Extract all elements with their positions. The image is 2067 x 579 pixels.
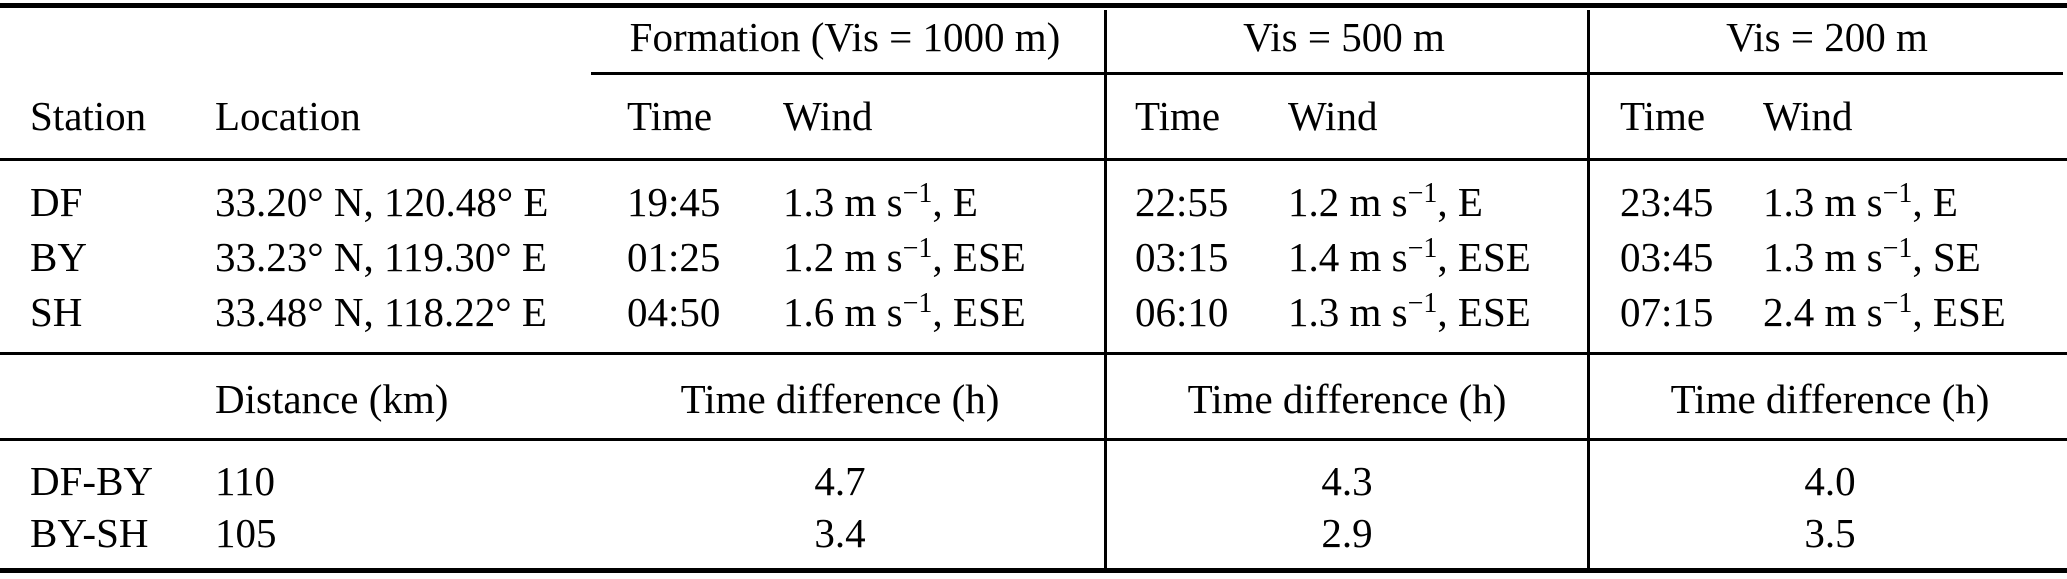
header-wind: Wind [1763,93,1853,139]
col-divider [1587,355,1590,568]
cell-distance: 105 [215,510,277,556]
cell-wind: 1.2 m s−1, ESE [783,233,1026,280]
cell-station: DF [30,179,83,225]
cell-time: 04:50 [627,289,721,335]
cell-location: 33.23° N, 119.30° E [215,234,547,280]
header-time: Time [1135,93,1221,139]
cell-time-difference: 3.4 [814,510,866,556]
group-header-vis200: Vis = 200 m [1726,14,1928,60]
rule-section-divider [0,352,2067,355]
cell-wind: 1.3 m s−1, ESE [1288,288,1531,335]
cell-time-difference: 3.5 [1804,510,1856,556]
col-divider [1104,355,1107,568]
header-time-difference: Time difference (h) [1670,376,1990,422]
cell-wind: 1.3 m s−1, SE [1763,233,1981,280]
cell-time-difference: 4.3 [1321,458,1373,504]
cell-time-difference: 4.7 [814,458,866,504]
header-time: Time [1620,93,1706,139]
rule-section2-header-bottom [0,438,2067,441]
cell-station: BY [30,234,87,280]
cell-wind: 1.2 m s−1, E [1288,178,1483,225]
header-location: Location [215,93,361,139]
cell-time-difference: 2.9 [1321,510,1373,556]
group-header-formation: Formation (Vis = 1000 m) [629,14,1061,60]
cell-time: 03:15 [1135,234,1229,280]
cell-time-difference: 4.0 [1804,458,1856,504]
header-time-difference: Time difference (h) [680,376,1000,422]
cell-station: SH [30,289,83,335]
cell-wind: 1.6 m s−1, ESE [783,288,1026,335]
header-time-difference: Time difference (h) [1187,376,1507,422]
rule-top [0,3,2067,8]
cell-distance: 110 [215,458,275,504]
cell-time: 06:10 [1135,289,1229,335]
header-station: Station [30,93,147,139]
cell-time: 07:15 [1620,289,1714,335]
header-wind: Wind [783,93,873,139]
cell-wind: 1.3 m s−1, E [1763,178,1958,225]
rule-group-header-underline [591,72,2063,75]
cell-time: 01:25 [627,234,721,280]
col-divider [1587,10,1590,352]
rule-bottom [0,568,2067,573]
cell-time: 03:45 [1620,234,1714,280]
cell-location: 33.48° N, 118.22° E [215,289,547,335]
cell-pair: BY-SH [30,510,149,556]
cell-wind: 1.3 m s−1, E [783,178,978,225]
cell-time: 23:45 [1620,179,1714,225]
cell-pair: DF-BY [30,458,154,504]
rule-subheader-bottom [0,158,2067,161]
cell-time: 19:45 [627,179,721,225]
cell-wind: 1.4 m s−1, ESE [1288,233,1531,280]
col-divider [1104,10,1107,352]
header-wind: Wind [1288,93,1378,139]
cell-location: 33.20° N, 120.48° E [215,179,549,225]
cell-wind: 2.4 m s−1, ESE [1763,288,2006,335]
group-header-vis500: Vis = 500 m [1243,14,1445,60]
cell-time: 22:55 [1135,179,1229,225]
header-distance: Distance (km) [215,376,449,422]
header-time: Time [627,93,713,139]
